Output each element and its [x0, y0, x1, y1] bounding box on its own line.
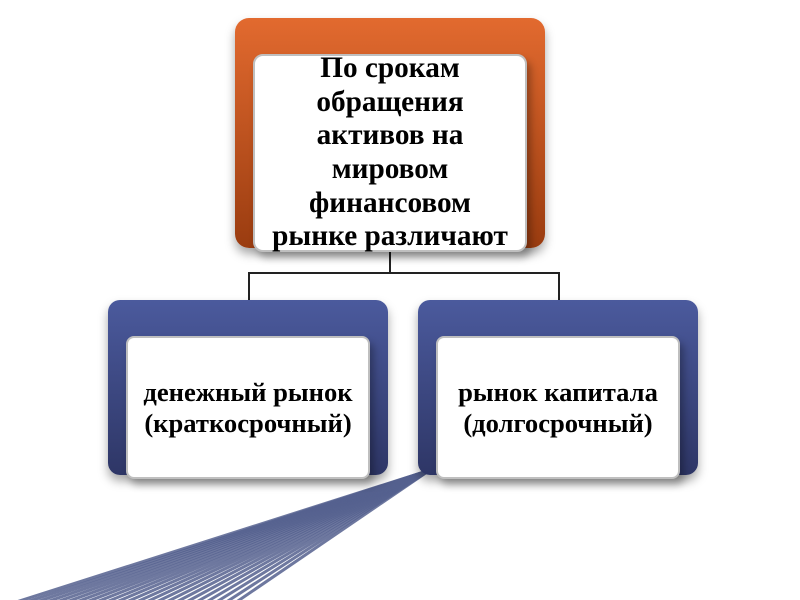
connector-left-drop [248, 272, 250, 300]
child-node-0-front: денежный рынок (краткосрочный) [126, 336, 370, 479]
child-node-0: денежный рынок (краткосрочный) [108, 300, 388, 475]
child-node-1-front: рынок капитала (долгосрочный) [436, 336, 680, 479]
connector-crossbar [248, 272, 560, 274]
root-node: По срокам обращения активов на мировом ф… [235, 18, 545, 248]
root-node-front: По срокам обращения активов на мировом ф… [253, 54, 527, 252]
slide-stage: По срокам обращения активов на мировом ф… [0, 0, 800, 600]
decor-hatch-triangle [0, 460, 480, 600]
child-node-1: рынок капитала (долгосрочный) [418, 300, 698, 475]
connector-right-drop [558, 272, 560, 300]
child-node-1-text: рынок капитала (долгосрочный) [452, 377, 664, 438]
child-node-0-text: денежный рынок (краткосрочный) [142, 377, 354, 438]
root-node-text: По срокам обращения активов на мировом ф… [269, 52, 511, 254]
